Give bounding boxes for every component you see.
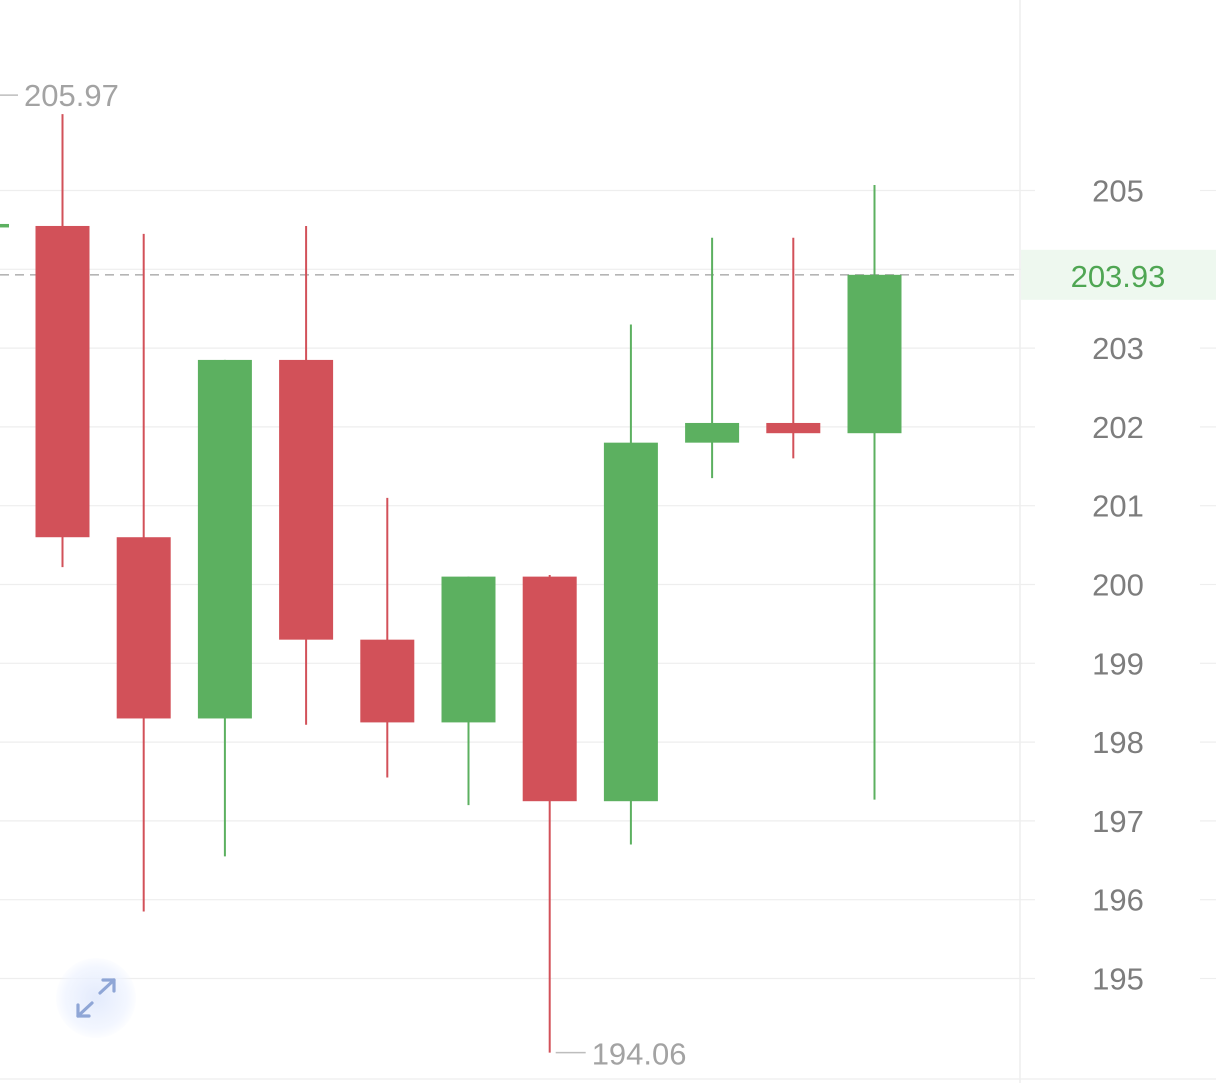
candle-down <box>35 114 90 568</box>
candle-up <box>603 324 658 845</box>
candle-body <box>603 442 658 802</box>
expand-chart-button[interactable] <box>56 958 136 1038</box>
candle-up <box>441 576 496 806</box>
candles-layer <box>35 114 902 1053</box>
candle-body <box>35 225 90 538</box>
y-tick-label: 198 <box>1092 725 1144 760</box>
y-tick-label: 205 <box>1092 174 1144 209</box>
y-tick-label: 195 <box>1092 962 1144 997</box>
candle-up <box>847 184 902 800</box>
y-tick-label: 200 <box>1092 568 1144 603</box>
high-annotation-label: 205.97 <box>24 78 119 113</box>
candle-body <box>766 422 821 434</box>
candle-up <box>197 359 252 857</box>
y-tick-label: 196 <box>1092 883 1144 918</box>
candle-body <box>279 359 334 640</box>
y-tick-label: 197 <box>1092 804 1144 839</box>
low-annotation-label: 194.06 <box>592 1037 687 1072</box>
expand-arrows-icon <box>76 978 116 1018</box>
candle-down <box>766 237 821 459</box>
candle-down <box>279 225 334 725</box>
annotations-layer: 205.97 194.06 <box>0 78 687 1072</box>
candle-down <box>360 497 415 778</box>
prev-price-marker <box>0 223 9 228</box>
candle-body <box>847 274 902 434</box>
y-tick-label: 202 <box>1092 410 1144 445</box>
candle-body <box>116 537 171 719</box>
candle-down <box>522 575 577 1053</box>
candle-body <box>441 576 496 723</box>
candle-down <box>116 233 171 912</box>
y-tick-label: 199 <box>1092 646 1144 681</box>
candle-body <box>522 576 577 802</box>
candle-body <box>197 359 252 719</box>
y-tick-label: 203 <box>1092 331 1144 366</box>
candle-body <box>685 422 740 443</box>
last-price-tag <box>1021 249 1216 300</box>
candle-up <box>685 237 740 479</box>
last-price-layer: 203.93 <box>0 223 1216 300</box>
y-tick-label: 201 <box>1092 489 1144 524</box>
candle-body <box>360 639 415 723</box>
grid-layer <box>0 189 1216 980</box>
last-price-label: 203.93 <box>1071 259 1166 294</box>
